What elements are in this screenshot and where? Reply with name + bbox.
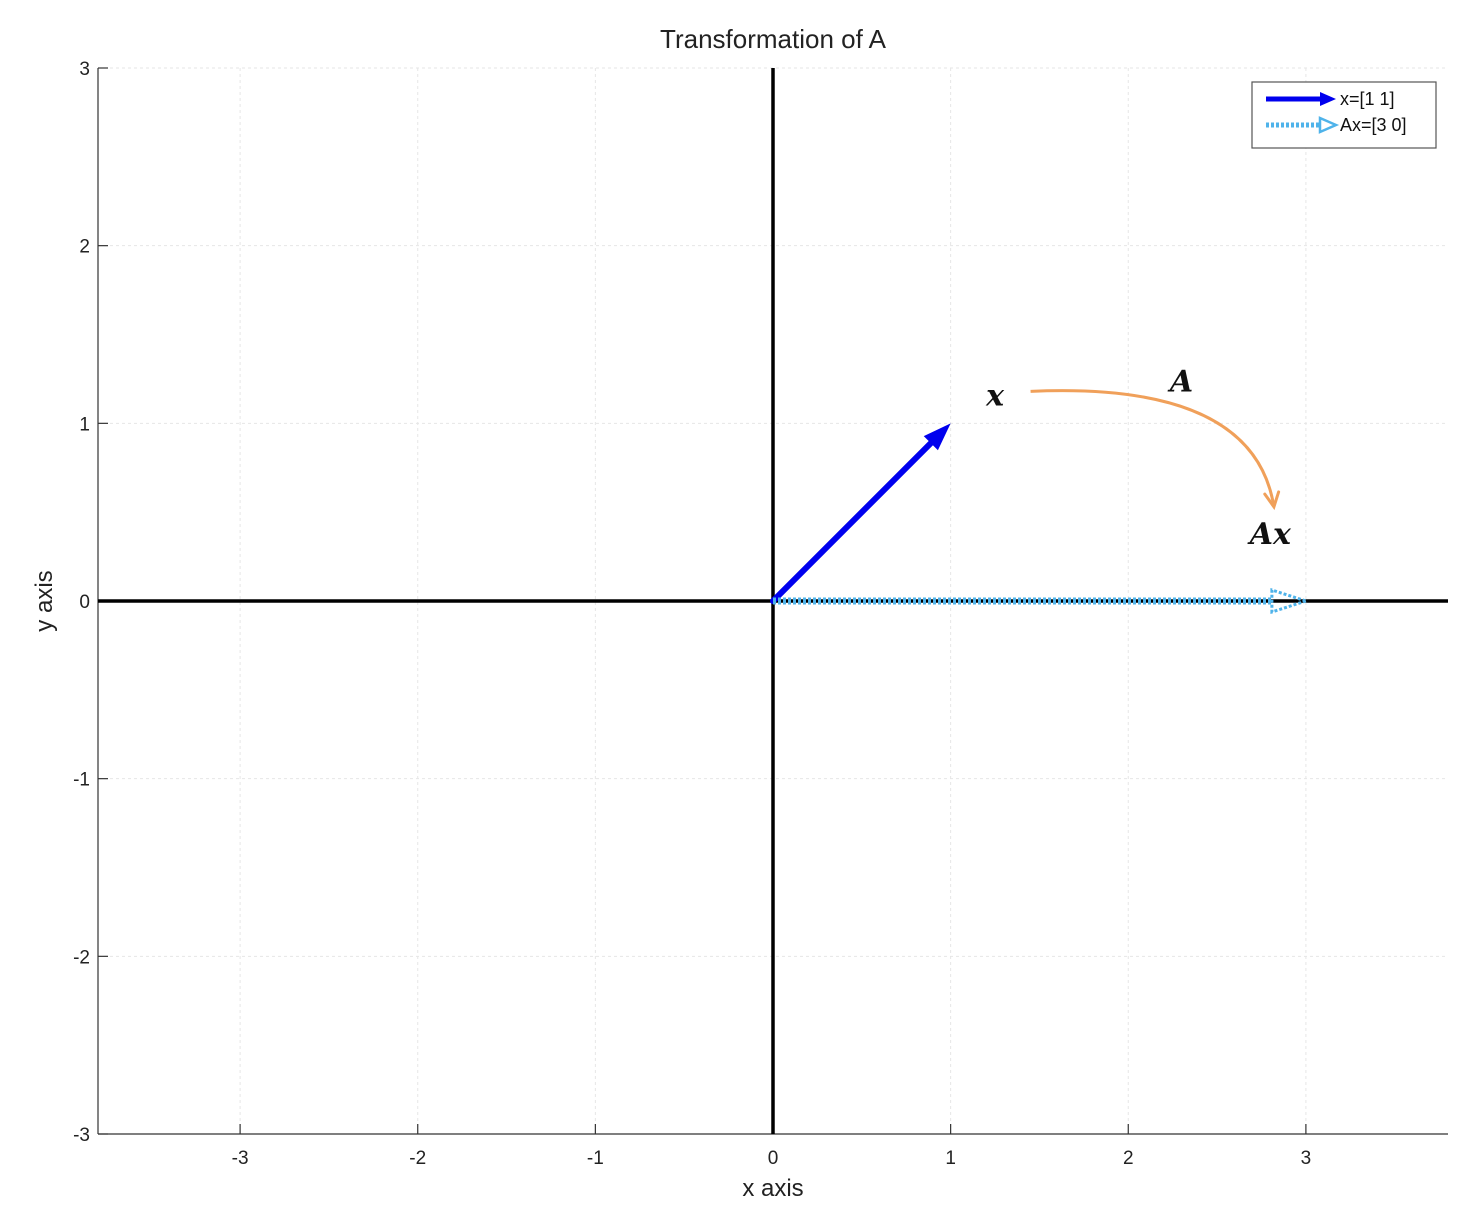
y-tick-label: 3 [79, 59, 90, 80]
chart-title: Transformation of A [660, 24, 887, 54]
x-tick-label: -2 [409, 1148, 426, 1169]
series [770, 423, 1311, 615]
y-tick-label: 1 [79, 414, 90, 435]
x-tick-label: 1 [945, 1148, 956, 1169]
arrow-shaft [770, 440, 934, 604]
legend-label: x=[1 1] [1340, 89, 1395, 109]
annotations: x A Ax [985, 364, 1292, 552]
math-annotation: x [985, 379, 1005, 414]
x-tick-label: -3 [232, 1148, 249, 1169]
y-tick-label: -2 [73, 947, 90, 968]
legend-label: Ax=[3 0] [1340, 115, 1407, 135]
x-tick-label: 0 [768, 1148, 779, 1169]
series-arrow-2 [773, 587, 1311, 615]
arrow-head [1270, 587, 1311, 615]
x-axis-title: x axis [742, 1175, 803, 1202]
math-annotation: Ax [1247, 517, 1292, 552]
x-tick-label: 3 [1301, 1148, 1312, 1169]
legend-swatch-head [1320, 92, 1336, 106]
legend: x=[1 1] Ax=[3 0] [1251, 81, 1437, 149]
y-tick-label: 2 [79, 237, 90, 258]
y-tick-label: -3 [73, 1125, 90, 1146]
y-axis-title: y axis [31, 570, 58, 631]
legend-swatch-head [1318, 116, 1340, 134]
x-tick-label: -1 [587, 1148, 604, 1169]
transformation-arrow [1030, 389, 1281, 511]
arrow-head [923, 423, 951, 451]
y-tick-label: 0 [79, 592, 90, 613]
legend-box [1251, 81, 1437, 149]
y-tick-label: -1 [73, 770, 90, 791]
legend-item: Ax=[3 0] [1266, 115, 1407, 135]
legend-item: x=[1 1] [1266, 89, 1395, 109]
transformation-curve [1030, 389, 1276, 508]
series-arrow-1 [770, 423, 951, 604]
x-tick-label: 2 [1123, 1148, 1134, 1169]
math-annotation: A [1167, 364, 1193, 399]
transformation-arrow-head [1263, 490, 1281, 511]
